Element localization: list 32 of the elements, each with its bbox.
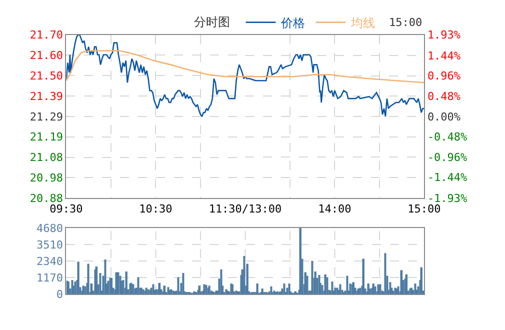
text: 15:00: [389, 16, 422, 29]
x-tick-label: 09:30: [50, 202, 83, 216]
y2-tick-label: 0.96%: [427, 70, 461, 83]
y2-tick-label: 0.00%: [427, 110, 461, 124]
legend-label: 均线: [350, 16, 375, 30]
y-tick-label: 21.50: [30, 70, 64, 82]
y2-tick-label: -0.48%: [427, 130, 468, 144]
y-tick-label: 4680: [36, 222, 64, 235]
y-tick-label: 21.29: [30, 110, 64, 124]
y-tick-label: 21.70: [30, 28, 64, 42]
y2-tick-label: 0.48%: [427, 90, 461, 104]
x-tick-label: 14:00: [318, 202, 352, 216]
legend-label: 价格: [280, 16, 305, 30]
y2-tick-label: -1.44%: [427, 171, 468, 184]
x-tick-label: 15:00: [408, 202, 441, 216]
y-tick-label: 21.39: [30, 90, 64, 103]
y2-tick-label: 1.93%: [427, 28, 461, 42]
y-tick-label: 2340: [36, 254, 64, 268]
y-tick-label: 3510: [36, 238, 64, 252]
chart-title: 分时图: [194, 15, 230, 29]
y-tick-label: 20.98: [30, 172, 64, 185]
y-tick-label: 21.19: [30, 130, 64, 144]
y2-tick-label: -1.93%: [427, 192, 468, 205]
y-tick-label: 20.88: [30, 192, 64, 205]
x-tick-label: 11:30/13:00: [208, 202, 282, 216]
y2-tick-label: -0.96%: [427, 150, 468, 164]
x-tick-label: 10:30: [139, 202, 172, 216]
y-tick-label: 0: [56, 288, 64, 302]
y-tick-label: 1170: [36, 271, 64, 284]
y-tick-label: 21.08: [30, 151, 64, 164]
y-tick-label: 21.60: [30, 49, 64, 62]
y2-tick-label: 1.44%: [427, 49, 461, 62]
